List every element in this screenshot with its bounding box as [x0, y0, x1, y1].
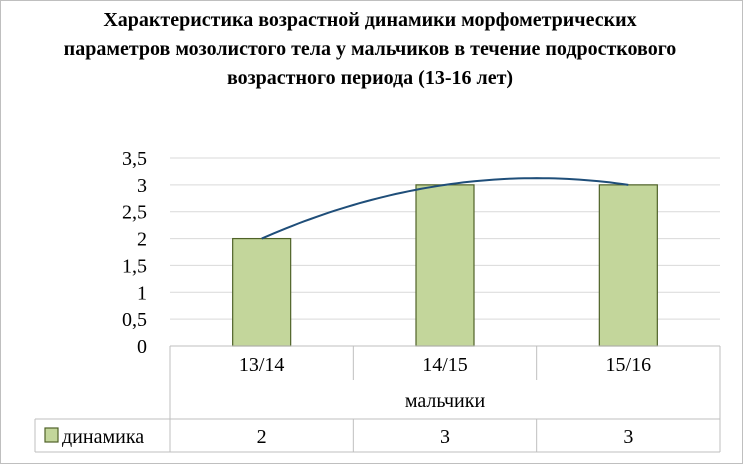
y-tick-label: 2 — [137, 229, 147, 251]
y-tick-label: 1 — [137, 282, 147, 304]
y-tick-label: 1,5 — [122, 255, 147, 277]
bars — [232, 184, 658, 347]
chart-title: Характеристика возрастной динамики морфо… — [63, 9, 677, 89]
series-name: динамика — [62, 426, 144, 448]
y-tick-label: 2,5 — [122, 202, 147, 224]
bar — [598, 184, 658, 347]
category-label: 15/16 — [606, 354, 652, 376]
legend-key — [44, 427, 59, 443]
group-label: мальчики — [405, 390, 486, 412]
category-label: 13/14 — [239, 354, 285, 376]
y-axis-ticks: 0 0,5 1 1,5 2 2,5 3 3,5 — [122, 148, 147, 358]
y-tick-label: 3,5 — [122, 148, 147, 170]
y-tick-label: 3 — [137, 175, 147, 197]
bar — [232, 237, 292, 347]
bar — [415, 184, 475, 347]
data-table: 13/14 2 14/15 3 15/16 3 мальчики динамика — [34, 345, 721, 453]
data-table-value: 3 — [440, 426, 450, 448]
category-label: 14/15 — [422, 354, 468, 376]
y-tick-label: 0 — [137, 336, 147, 358]
y-tick-label: 0,5 — [122, 309, 147, 331]
data-table-value: 3 — [623, 426, 633, 448]
data-table-value: 2 — [257, 426, 267, 448]
trendline — [261, 177, 629, 240]
